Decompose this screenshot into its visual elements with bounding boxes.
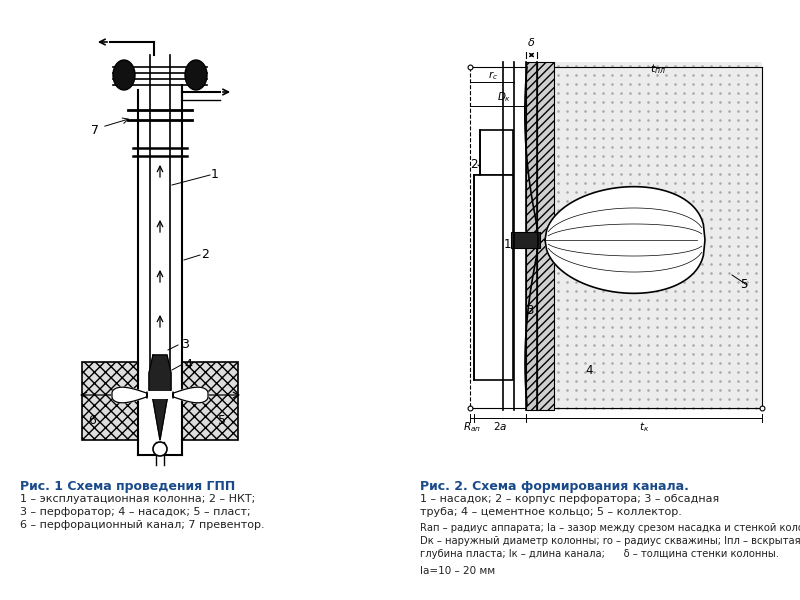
Text: глубина пласта; lк – длина канала;      δ – толщина стенки колонны.: глубина пласта; lк – длина канала; δ – т… (420, 549, 779, 559)
Text: 1: 1 (211, 169, 219, 181)
Text: $2a$: $2a$ (493, 420, 507, 432)
Text: 5: 5 (740, 278, 748, 292)
Bar (148, 391, 172, 399)
Text: 1 – эксплуатационная колонна; 2 – НКТ;: 1 – эксплуатационная колонна; 2 – НКТ; (20, 494, 255, 504)
Bar (82, 362, 138, 440)
Bar (182, 362, 238, 440)
Text: Dк – наружный диаметр колонны; rо – радиус скважины; lпл – вскрытая: Dк – наружный диаметр колонны; rо – ради… (420, 536, 800, 546)
Text: $r_c$: $r_c$ (488, 69, 498, 82)
Text: $R_{ап}$: $R_{ап}$ (463, 420, 481, 434)
Circle shape (153, 442, 167, 456)
Ellipse shape (185, 60, 207, 90)
Text: Рис. 1 Схема проведения ГПП: Рис. 1 Схема проведения ГПП (20, 480, 235, 493)
Bar (537, 62, 554, 410)
Polygon shape (545, 187, 705, 293)
Polygon shape (173, 387, 208, 403)
Text: δ: δ (528, 38, 534, 48)
Text: Рис. 2. Схема формирования канала.: Рис. 2. Схема формирования канала. (420, 480, 689, 493)
Text: $t_{пл}$: $t_{пл}$ (650, 62, 666, 76)
Text: 2: 2 (201, 248, 209, 262)
Text: 3: 3 (526, 304, 534, 317)
Text: 2: 2 (470, 158, 478, 172)
Ellipse shape (113, 60, 135, 90)
Text: труба; 4 – цементное кольцо; 5 – коллектор.: труба; 4 – цементное кольцо; 5 – коллект… (420, 507, 682, 517)
Text: 3 – перфоратор; 4 – насадок; 5 – пласт;: 3 – перфоратор; 4 – насадок; 5 – пласт; (20, 507, 250, 517)
Text: 6 – перфорационный канал; 7 превентор.: 6 – перфорационный канал; 7 превентор. (20, 520, 265, 530)
Text: 4: 4 (586, 364, 593, 377)
Text: 1 – насадок; 2 – корпус перфоратора; 3 – обсадная: 1 – насадок; 2 – корпус перфоратора; 3 –… (420, 494, 719, 504)
Text: 5: 5 (218, 413, 226, 427)
Text: lа=10 – 20 мм: lа=10 – 20 мм (420, 566, 495, 576)
Text: 7: 7 (91, 124, 99, 136)
Bar (526, 62, 537, 410)
Text: 1: 1 (503, 238, 510, 251)
Text: 6: 6 (88, 413, 96, 427)
Bar (554, 62, 762, 410)
Bar (474, 175, 513, 380)
Polygon shape (149, 355, 171, 440)
Text: 4: 4 (184, 358, 192, 371)
Text: 3: 3 (181, 338, 189, 352)
Bar (511, 232, 540, 248)
Bar (480, 130, 513, 175)
Text: Rап – радиус аппарата; lа – зазор между срезом насадка и стенкой колонны;: Rап – радиус аппарата; lа – зазор между … (420, 523, 800, 533)
Text: $D_к$: $D_к$ (497, 90, 511, 104)
Polygon shape (112, 387, 147, 403)
Text: $t_к$: $t_к$ (639, 420, 649, 434)
